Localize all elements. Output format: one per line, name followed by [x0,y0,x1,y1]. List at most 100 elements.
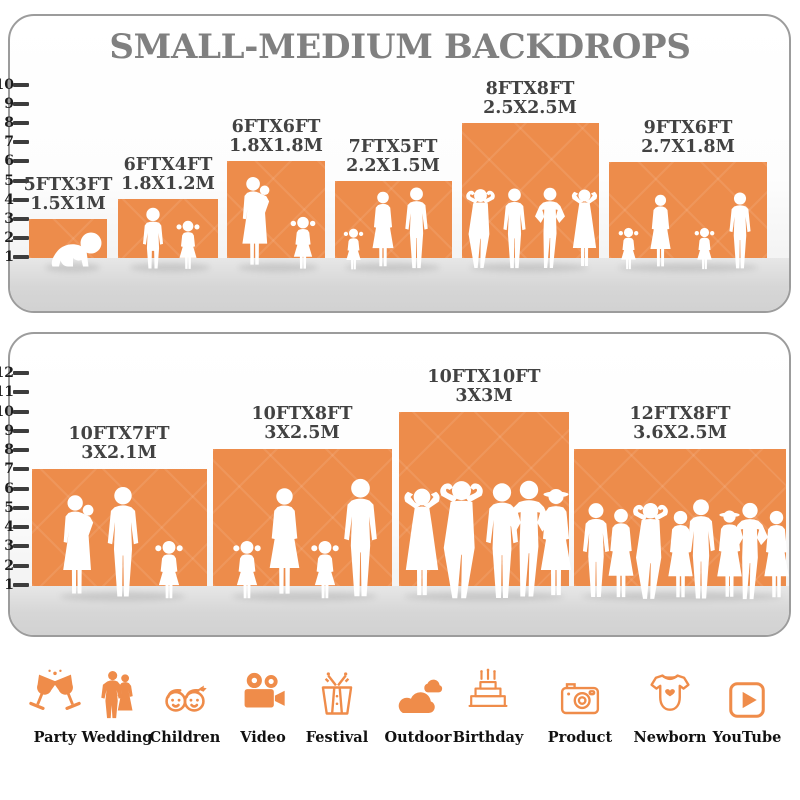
axis-tick-label: 4 [4,192,14,208]
axis-tick-label: 10 [0,77,14,93]
figure-shadow [345,263,440,272]
figure-shadow [618,263,758,272]
axis-tick [13,198,29,202]
axis-tick-label: 7 [4,134,14,150]
video-icon [237,668,289,720]
size-ft: 8FTX8FT [485,79,575,99]
page-title: SMALL-MEDIUM BACKDROPS [109,27,691,67]
axis-tick-label: 12 [0,365,14,381]
category-label: Children [149,729,221,746]
size-m: 3X2.5M [264,423,340,443]
size-m: 1.8X1.2M [121,174,215,194]
axis-tick [13,102,29,106]
axis-tick-label: 2 [4,230,14,246]
size-m: 3X3M [455,386,513,406]
backdrop-size-label: 10FTX10FT 3X3M [427,368,540,406]
backdrop-size-label: 10FTX8FT 3X2.5M [251,405,352,443]
birthday-icon [462,668,514,720]
size-ft: 10FTX10FT [427,367,541,387]
size-ft: 10FTX7FT [68,424,170,444]
axis-tick-label: 3 [4,211,14,227]
product-icon [554,674,606,726]
people-silhouette-family-four [611,191,767,272]
size-m: 1.5X1M [30,194,106,214]
axis-tick-label: 2 [4,558,14,574]
category-label: Outdoor [384,729,452,746]
axis-tick [13,544,29,548]
axis-tick-label: 8 [4,442,14,458]
axis-tick [13,448,29,452]
size-ft: 9FTX6FT [643,118,733,138]
category-label: YouTube [712,729,782,746]
axis-tick-label: 6 [4,481,14,497]
axis-tick [13,467,29,471]
figure-shadow [238,263,318,272]
category-label: Birthday [452,729,524,746]
size-ft: 6FTX6FT [231,117,321,137]
figure-shadow [60,592,185,601]
panel-floor [10,258,789,311]
axis-tick [13,179,29,183]
category-label: Video [240,729,286,746]
category-label: Party [33,729,77,746]
size-ft: 5FTX3FT [23,175,113,195]
axis-tick-label: 3 [4,538,14,554]
people-silhouette-group-posing [398,466,582,604]
category-label: Festival [305,729,369,746]
children-icon [159,672,211,724]
backdrop-size-label: 6FTX4FT 1.8X1.2M [121,156,215,194]
people-silhouette-boy-girl [128,205,212,272]
axis-tick [13,83,29,87]
axis-tick [13,564,29,568]
people-silhouette-family-holding-hands [228,478,384,602]
youtube-icon [721,674,773,726]
axis-tick [13,121,29,125]
axis-tick-label: 5 [4,500,14,516]
axis-tick-label: 4 [4,519,14,535]
size-m: 2.5X2.5M [483,98,577,118]
festival-icon [311,668,363,720]
size-ft: 7FTX5FT [348,137,438,157]
backdrop-size-label: 12FTX8FT 3.6X2.5M [629,405,730,443]
figure-shadow [404,592,564,601]
size-m: 1.8X1.8M [229,136,323,156]
people-silhouette-baby [40,226,104,272]
party-icon [29,668,81,720]
axis-tick [13,506,29,510]
axis-tick-label: 9 [4,96,14,112]
axis-tick [13,429,29,433]
category-label: Wedding [81,729,153,746]
backdrop-size-label: 7FTX5FT 2.2X1.5M [346,138,440,176]
axis-tick [13,371,29,375]
figure-shadow [130,263,210,272]
axis-tick [13,255,29,259]
axis-tick [13,410,29,414]
size-m: 3.6X2.5M [633,423,727,443]
axis-tick [13,487,29,491]
people-silhouette-group-posing [462,185,602,272]
axis-tick-label: 5 [4,173,14,189]
category-label: Product [547,729,613,746]
size-m: 2.7X1.8M [641,137,735,157]
people-silhouette-mother-baby-girl [236,176,324,272]
size-m: 3X2.1M [81,443,157,463]
backdrop-size-label: 5FTX3FT 1.5X1M [24,176,113,214]
axis-tick [13,583,29,587]
backdrop-size-label: 9FTX6FT 2.7X1.8M [641,119,735,157]
axis-tick-label: 11 [0,384,14,400]
axis-tick [13,217,29,221]
wedding-icon [91,668,143,720]
axis-tick [13,390,29,394]
size-ft: 6FTX4FT [123,155,213,175]
newborn-icon [644,668,696,720]
size-ft: 10FTX8FT [251,404,353,424]
axis-tick [13,236,29,240]
backdrop-size-label: 6FTX6FT 1.8X1.8M [229,118,323,156]
people-silhouette-family-three [340,184,442,272]
axis-tick-label: 10 [0,404,14,420]
axis-tick-label: 1 [4,249,14,265]
axis-tick-label: 8 [4,115,14,131]
people-silhouette-crowd [578,494,796,604]
axis-tick-label: 9 [4,423,14,439]
backdrop-size-label: 8FTX8FT 2.5X2.5M [483,80,577,118]
